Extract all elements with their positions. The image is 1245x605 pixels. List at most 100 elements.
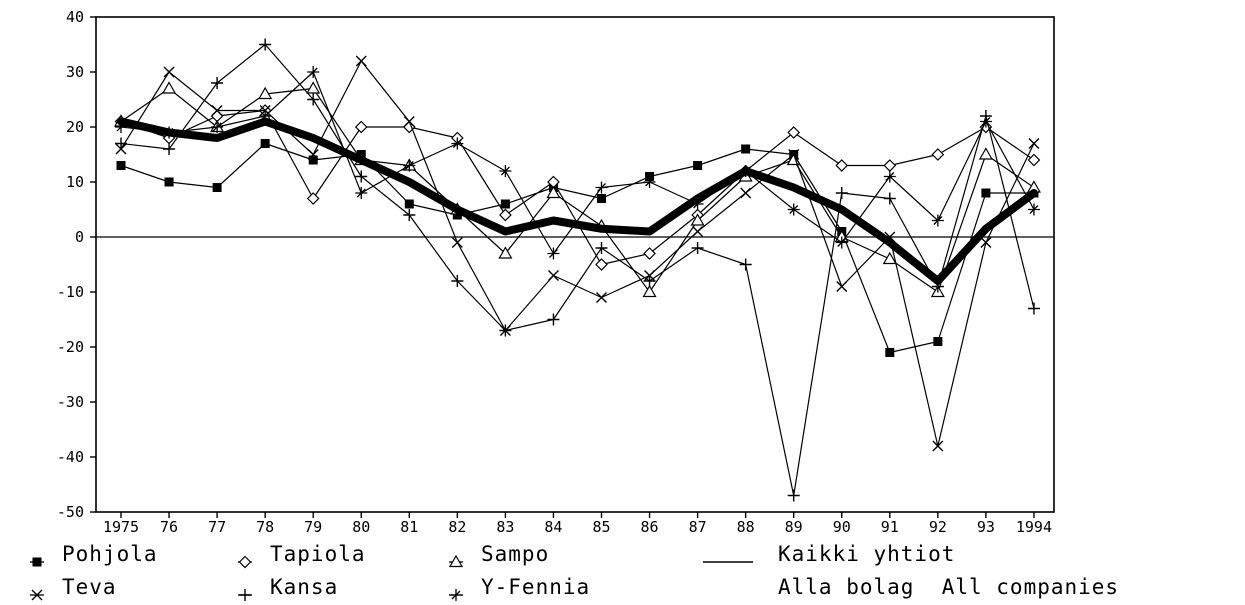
series-line-sampo xyxy=(120,87,1035,293)
data-point-teva xyxy=(692,226,704,237)
legend-label: Alla bolag All companies xyxy=(778,575,1119,599)
data-point-y-fennia xyxy=(883,170,896,183)
data-point-y-fennia xyxy=(499,165,512,177)
series-line-teva xyxy=(120,60,1035,447)
legend-item-tapiola: Tapiola xyxy=(238,542,366,569)
x-tick-label: 87 xyxy=(689,518,707,536)
data-point-y-fennia xyxy=(211,121,224,133)
data-point-teva xyxy=(740,187,752,199)
data-point-sampo xyxy=(306,81,321,94)
x-tick-label: 79 xyxy=(304,518,322,536)
legend-item-teva: Teva xyxy=(30,575,116,601)
plot-frame xyxy=(95,16,1055,513)
x-tick-label: 90 xyxy=(833,518,851,536)
data-point-sampo xyxy=(882,251,897,265)
data-point-sampo xyxy=(258,86,273,100)
legend-label: Kansa xyxy=(270,575,338,599)
data-point-pohjola xyxy=(500,199,510,209)
data-point-pohjola xyxy=(933,337,943,346)
data-point-pohjola xyxy=(404,199,414,209)
data-point-tapiola xyxy=(931,148,945,161)
data-point-pohjola xyxy=(741,144,751,154)
data-point-teva xyxy=(547,270,559,281)
series-kaikki-yhtiot xyxy=(117,117,1038,285)
data-point-pohjola xyxy=(981,188,991,198)
legend-marker-asterisk xyxy=(450,589,462,601)
legend-item-sampo: Sampo xyxy=(448,542,548,568)
data-point-y-fennia xyxy=(835,236,848,249)
data-point-kansa xyxy=(547,313,560,326)
data-point-tapiola xyxy=(595,258,608,271)
series-line-y-fennia xyxy=(120,71,1035,255)
data-point-kansa xyxy=(403,209,416,221)
data-point-tapiola xyxy=(1027,153,1041,167)
y-tick-label: 30 xyxy=(66,63,84,81)
data-point-kansa xyxy=(451,275,464,287)
data-point-teva xyxy=(307,149,319,160)
y-tick-label: 20 xyxy=(66,118,84,136)
data-point-kansa xyxy=(307,93,320,106)
data-point-tapiola xyxy=(499,208,512,222)
series-sampo xyxy=(113,81,1041,298)
series-kansa xyxy=(115,38,1040,502)
data-point-y-fennia xyxy=(403,159,416,172)
y-tick-label: -20 xyxy=(57,338,84,356)
legend-item-pohjola: Pohjola xyxy=(30,542,157,567)
data-point-pohjola xyxy=(308,155,318,165)
data-point-pohjola xyxy=(885,348,895,357)
data-point-tapiola xyxy=(643,247,656,260)
x-tick-label: 80 xyxy=(352,518,370,536)
data-point-teva xyxy=(596,292,607,303)
legend-item-y-fennia: Y-Fennia xyxy=(449,575,589,601)
x-tick-label: 91 xyxy=(881,518,899,536)
x-tick-label: 1994 xyxy=(1016,518,1052,536)
y-tick-label: -10 xyxy=(57,283,84,301)
legend-item-kaikki-yhtiot: Kaikki yhtiot xyxy=(703,542,954,566)
y-tick-label: 10 xyxy=(66,173,84,191)
data-point-pohjola xyxy=(452,210,462,220)
x-tick-label: 92 xyxy=(929,518,947,536)
data-point-pohjola xyxy=(693,161,703,170)
data-point-y-fennia xyxy=(595,181,608,194)
data-point-sampo xyxy=(162,81,177,94)
data-point-teva xyxy=(403,116,415,127)
data-point-kansa xyxy=(643,275,656,287)
series-y-fennia xyxy=(115,66,1040,260)
data-point-pohjola xyxy=(260,139,270,148)
y-tick-label: 0 xyxy=(75,228,84,246)
data-point-y-fennia xyxy=(451,137,464,150)
data-point-y-fennia xyxy=(787,203,800,216)
data-point-y-fennia xyxy=(979,115,992,128)
series-line-pohjola xyxy=(120,142,1035,354)
legend-label: Tapiola xyxy=(270,542,366,566)
data-point-y-fennia xyxy=(1027,203,1040,216)
y-tick-label: -50 xyxy=(57,503,84,521)
data-point-pohjola xyxy=(164,177,174,187)
x-tick-label: 89 xyxy=(785,518,803,536)
y-tick-label: -40 xyxy=(57,448,84,466)
x-tick-label: 86 xyxy=(641,518,659,536)
data-point-pohjola xyxy=(212,183,222,192)
series-line-kaikki-yhtiot xyxy=(117,117,1038,285)
data-point-pohjola xyxy=(116,161,126,170)
data-point-sampo xyxy=(498,246,513,259)
x-tick-label: 85 xyxy=(592,518,610,536)
series-line-tapiola xyxy=(120,109,1035,266)
data-point-kansa xyxy=(787,489,800,502)
x-tick-label: 84 xyxy=(544,518,562,536)
legend-marker-plus xyxy=(239,589,251,601)
data-point-y-fennia xyxy=(931,214,944,227)
data-point-kansa xyxy=(211,77,224,89)
data-point-kansa xyxy=(499,324,512,337)
data-point-kansa xyxy=(163,143,176,155)
data-point-teva xyxy=(451,237,463,248)
plot-border xyxy=(95,16,1055,513)
x-tick-label: 93 xyxy=(977,518,995,536)
series-tapiola xyxy=(114,104,1041,271)
data-point-teva xyxy=(1028,138,1040,149)
y-tick-label: 40 xyxy=(66,8,84,26)
x-tick-label: 83 xyxy=(496,518,514,536)
legend-marker-square xyxy=(32,557,42,567)
y-tick-label: -30 xyxy=(57,393,84,411)
